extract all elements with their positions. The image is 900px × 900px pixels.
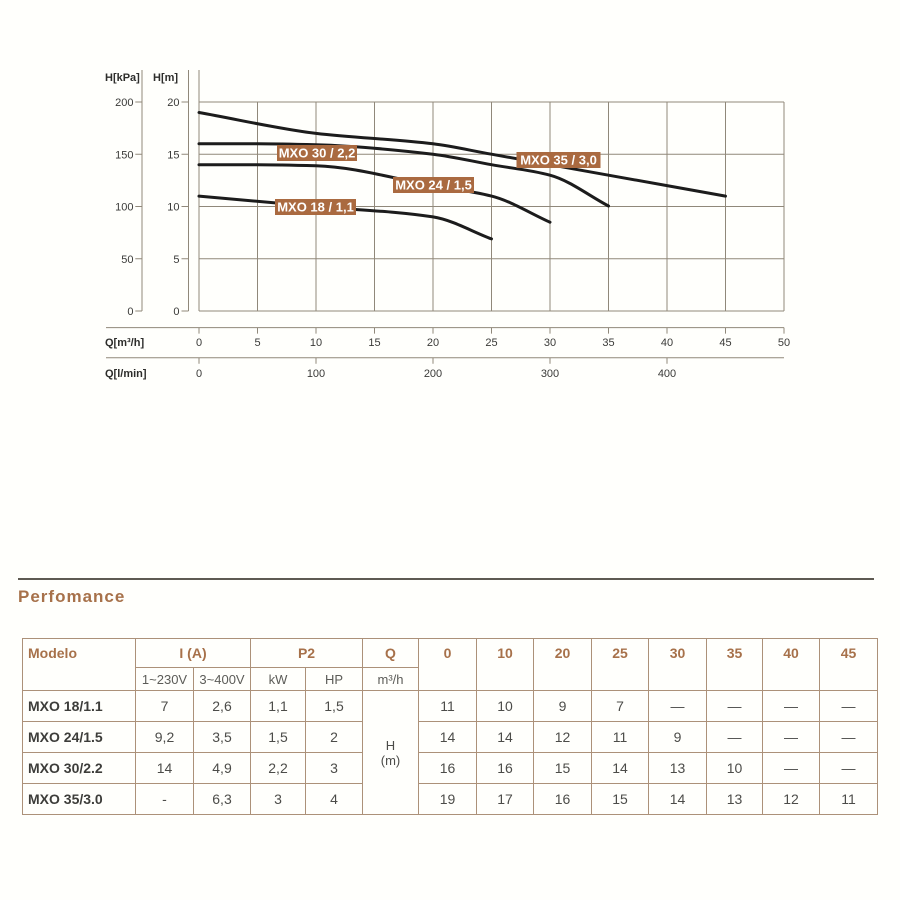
svg-text:35: 35	[602, 337, 614, 349]
svg-text:200: 200	[424, 368, 442, 380]
svg-text:100: 100	[115, 202, 133, 214]
svg-text:300: 300	[541, 368, 559, 380]
svg-text:100: 100	[307, 368, 325, 380]
svg-text:5: 5	[254, 337, 260, 349]
svg-text:Q[m³/h]: Q[m³/h]	[105, 337, 144, 349]
svg-text:20: 20	[167, 97, 179, 109]
svg-text:15: 15	[167, 149, 179, 161]
svg-text:50: 50	[778, 337, 790, 349]
svg-text:45: 45	[719, 337, 731, 349]
svg-text:0: 0	[196, 368, 202, 380]
svg-text:MXO 18 / 1,1: MXO 18 / 1,1	[277, 200, 354, 215]
svg-text:400: 400	[658, 368, 676, 380]
svg-text:0: 0	[173, 306, 179, 318]
svg-text:H[kPa]: H[kPa]	[105, 72, 140, 84]
svg-text:40: 40	[661, 337, 673, 349]
svg-text:MXO 24 / 1,5: MXO 24 / 1,5	[395, 178, 472, 193]
svg-text:5: 5	[173, 254, 179, 266]
svg-text:MXO 30 / 2,2: MXO 30 / 2,2	[279, 146, 356, 161]
svg-text:25: 25	[485, 337, 497, 349]
svg-text:10: 10	[310, 337, 322, 349]
svg-text:H[m]: H[m]	[153, 72, 178, 84]
svg-text:15: 15	[368, 337, 380, 349]
svg-text:50: 50	[121, 254, 133, 266]
svg-text:Q[l/min]: Q[l/min]	[105, 368, 147, 380]
svg-text:30: 30	[544, 337, 556, 349]
svg-text:200: 200	[115, 97, 133, 109]
svg-text:0: 0	[127, 306, 133, 318]
svg-text:20: 20	[427, 337, 439, 349]
svg-text:10: 10	[167, 202, 179, 214]
svg-text:0: 0	[196, 337, 202, 349]
svg-text:MXO 35 / 3,0: MXO 35 / 3,0	[520, 153, 597, 168]
svg-text:150: 150	[115, 149, 133, 161]
